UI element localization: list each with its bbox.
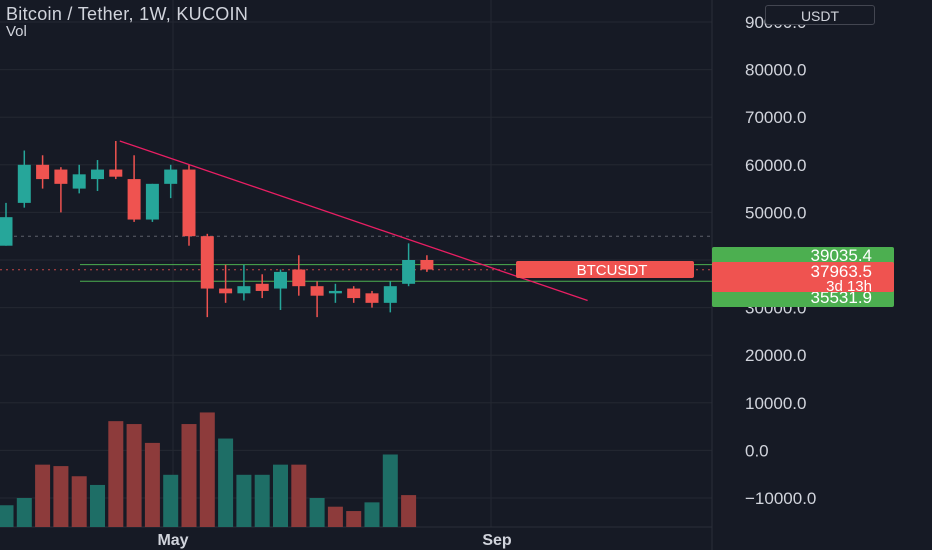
candle-body <box>182 169 196 237</box>
upper-level-price-label: 39035.4 <box>811 246 872 265</box>
y-tick-label: 80000.0 <box>745 61 806 80</box>
y-tick-label: 70000.0 <box>745 108 806 127</box>
candle-body <box>164 169 178 184</box>
candle-body <box>402 260 416 284</box>
last-price-label-bg <box>712 262 894 292</box>
candle-body <box>17 164 31 203</box>
candle-body <box>347 288 361 299</box>
y-tick-label: 50000.0 <box>745 203 806 222</box>
candle-body <box>200 236 214 289</box>
y-tick-label: 20000.0 <box>745 346 806 365</box>
volume-bar <box>16 498 32 527</box>
volume-bar <box>218 438 234 527</box>
volume-bar <box>53 466 69 527</box>
candle-body <box>365 293 379 303</box>
volume-bar <box>364 502 380 527</box>
volume-bar <box>236 474 252 527</box>
candle-body <box>383 286 397 303</box>
candle-body <box>274 271 287 289</box>
candle-body <box>54 169 68 184</box>
symbol-label: BTCUSDT <box>577 262 648 279</box>
last-price-label: 37963.5 <box>811 262 872 281</box>
volume-bar <box>181 424 197 527</box>
candle-body <box>328 290 342 294</box>
volume-bar <box>401 495 417 527</box>
y-tick-label: −10000.0 <box>745 489 816 508</box>
volume-bar <box>382 454 398 527</box>
lower-level-price-label-bg <box>712 289 894 307</box>
volume-bar <box>144 442 160 527</box>
upper-level-price-label-bg <box>712 247 894 265</box>
countdown-label: 3d 13h <box>826 278 872 295</box>
candle-body <box>255 283 269 291</box>
x-tick-label: May <box>157 532 188 549</box>
volume-bar <box>199 412 215 527</box>
candle-body <box>292 269 306 287</box>
lower-level-price-label: 35531.9 <box>811 288 872 307</box>
volume-bar <box>108 421 124 527</box>
volume-bar <box>163 474 179 527</box>
candle-body <box>36 164 50 180</box>
y-tick-label: 60000.0 <box>745 156 806 175</box>
volume-bar <box>90 484 105 527</box>
volume-bar <box>309 498 325 527</box>
candle-body <box>91 169 104 180</box>
volume-bar <box>0 505 14 527</box>
volume-bar <box>71 476 87 527</box>
candle-body <box>0 217 13 246</box>
candle-body <box>237 286 251 294</box>
volume-bar <box>273 464 288 527</box>
candle-body <box>127 179 141 220</box>
candle-body <box>145 183 159 220</box>
candle-body <box>310 286 324 296</box>
candle-body <box>219 288 233 294</box>
candle-body <box>109 169 123 177</box>
volume-bar <box>327 506 343 527</box>
volume-indicator-label: Vol <box>6 23 27 40</box>
y-tick-label: 10000.0 <box>745 394 806 413</box>
volume-bar <box>346 511 362 527</box>
currency-button[interactable]: USDT <box>765 5 875 25</box>
volume-bar <box>291 464 307 527</box>
volume-bar <box>254 474 270 527</box>
candle-body <box>72 174 86 189</box>
volume-bar <box>35 464 51 527</box>
y-tick-label: 0.0 <box>745 441 769 460</box>
candle-body <box>420 260 434 270</box>
symbol-label-bg <box>516 261 694 278</box>
trendline <box>119 140 588 302</box>
x-tick-label: Sep <box>482 532 512 549</box>
volume-bar <box>126 424 142 527</box>
chart-title: Bitcoin / Tether, 1W, KUCOIN <box>6 4 249 24</box>
